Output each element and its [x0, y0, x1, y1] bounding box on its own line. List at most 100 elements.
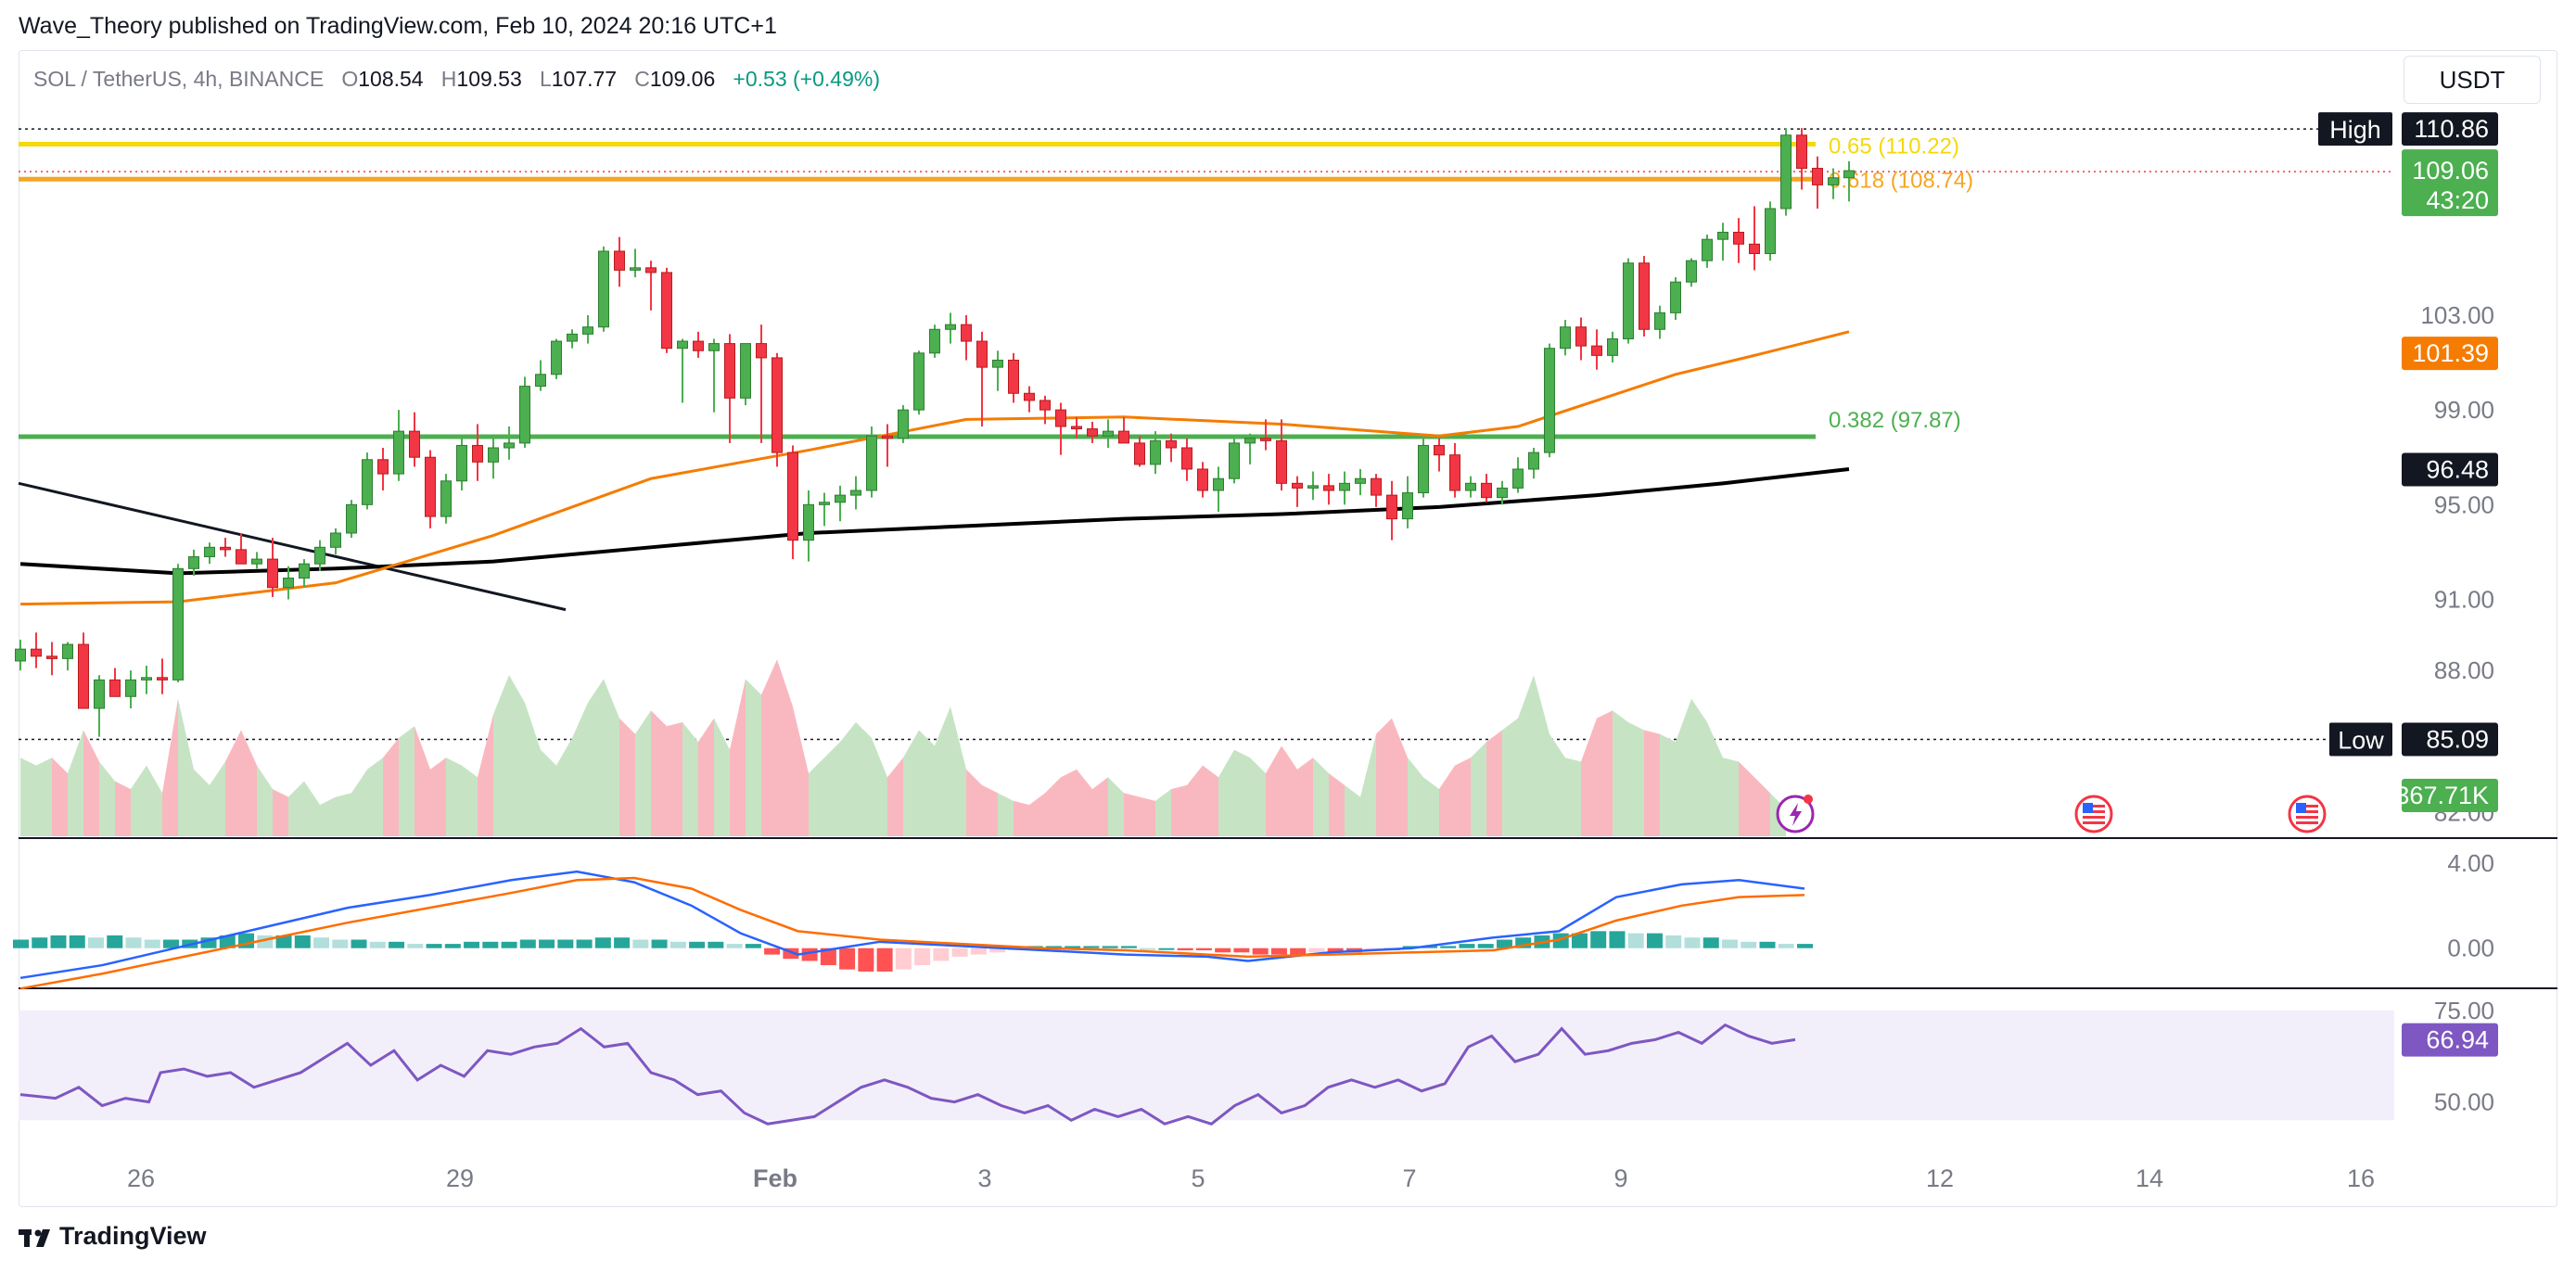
candle-body: [1623, 262, 1634, 339]
volume-area-segment: [1376, 718, 1392, 836]
candle-body: [1292, 482, 1303, 489]
macd-histogram-bar: [1571, 933, 1588, 948]
price-tick-4: 88.00: [2434, 656, 2494, 684]
candle-body: [976, 340, 988, 368]
us-flag-event-icon: [2288, 795, 2327, 833]
candle-body: [1670, 281, 1681, 313]
candle-body: [567, 333, 578, 342]
candle-body: [377, 459, 389, 475]
candle-body: [251, 558, 262, 565]
low-key: L: [539, 67, 552, 91]
volume-area-segment: [383, 738, 399, 836]
macd-histogram-bar: [1102, 946, 1118, 948]
volume-area-segment: [982, 784, 998, 836]
candle-body: [31, 648, 42, 657]
macd-histogram-bar: [689, 941, 706, 948]
volume-area-segment: [1045, 777, 1061, 836]
volume-area-segment: [809, 757, 824, 836]
volume-area-segment: [1014, 800, 1029, 836]
candle-body: [488, 447, 499, 463]
high-tag-label: High: [2329, 116, 2381, 144]
macd-histogram-bar: [1496, 939, 1512, 948]
candle-body: [1150, 439, 1161, 465]
candle-body: [1024, 392, 1035, 401]
candle-body: [551, 340, 562, 375]
volume-area-segment: [525, 702, 541, 836]
volume-area-segment: [1171, 784, 1187, 836]
candle-body: [1607, 337, 1618, 356]
candle-body: [961, 324, 972, 342]
candle-body: [220, 546, 231, 551]
time-tick-3: 3: [977, 1164, 991, 1192]
volume-area-segment: [903, 730, 919, 836]
close-key: C: [634, 67, 650, 91]
volume-area-segment: [1029, 793, 1045, 836]
volume-area-segment: [68, 730, 83, 836]
volume-area-segment: [178, 698, 194, 836]
volume-area-segment: [1218, 749, 1234, 836]
volume-area-segment: [1455, 757, 1471, 836]
candle-body: [1166, 439, 1177, 449]
macd-histogram-bar: [294, 935, 311, 948]
volume-area-segment: [1518, 675, 1534, 836]
candle-body: [1103, 430, 1114, 437]
volume-area-segment: [20, 757, 36, 836]
volume-area-segment: [572, 702, 588, 836]
macd-histogram-bar: [933, 948, 950, 961]
candle-body: [1828, 177, 1839, 185]
volume-area-segment: [619, 718, 635, 836]
candle-body: [1418, 444, 1429, 494]
volume-area-segment: [83, 730, 99, 836]
candle-body: [1575, 326, 1587, 347]
volume-area-segment: [1613, 710, 1628, 836]
volume-area-segment: [367, 757, 383, 836]
tradingview-brand[interactable]: TradingView: [19, 1222, 207, 1251]
volume-area-segment: [777, 659, 793, 836]
candle-body: [1402, 492, 1413, 520]
candle-body: [1843, 170, 1855, 179]
candle-body: [677, 340, 688, 350]
volume-area-segment: [1234, 749, 1250, 836]
flag-stripe: [2296, 810, 2318, 813]
volume-area-segment: [1739, 761, 1754, 836]
volume-area-segment: [1187, 765, 1203, 836]
macd-histogram-bar: [576, 939, 593, 948]
candle-body: [1229, 442, 1240, 479]
time-tick-9: 16: [2347, 1164, 2375, 1192]
macd-histogram-bar: [407, 944, 424, 948]
macd-histogram-bar: [1797, 944, 1813, 948]
time-tick-5: 7: [1402, 1164, 1416, 1192]
candle-body: [582, 326, 593, 335]
candle-body: [614, 250, 625, 271]
candle-body: [693, 340, 704, 351]
volume-area-segment: [1486, 730, 1502, 836]
volume-area-segment: [651, 710, 667, 836]
open-value: 108.54: [358, 67, 424, 91]
macd-histogram-bar: [369, 941, 386, 948]
macd-histogram-bar: [144, 939, 160, 948]
volume-area-segment: [1691, 698, 1707, 836]
currency-selector[interactable]: USDT: [2404, 56, 2541, 104]
volume-area-segment: [667, 722, 682, 836]
candle-body: [1134, 442, 1145, 465]
macd-histogram-bar: [200, 937, 217, 948]
volume-area-segment: [1723, 757, 1739, 836]
candle-body: [267, 558, 278, 589]
macd-histogram-bar: [519, 939, 536, 948]
candle-body: [109, 679, 121, 697]
macd-histogram-bar: [594, 937, 611, 948]
macd-histogram-bar: [1177, 948, 1193, 950]
candle-body: [314, 546, 325, 565]
candle-body: [1434, 444, 1445, 456]
volume-area-segment: [351, 769, 367, 836]
candle-body: [1386, 494, 1397, 520]
candle-body: [1812, 168, 1823, 185]
macd-histogram-bar: [764, 948, 781, 955]
open-key: O: [341, 67, 359, 91]
candle-body: [913, 352, 925, 411]
volume-area-segment: [509, 675, 525, 836]
volume-area-segment: [950, 706, 966, 836]
candle-body: [519, 386, 530, 444]
low-badge: 85.09: [2426, 726, 2489, 754]
